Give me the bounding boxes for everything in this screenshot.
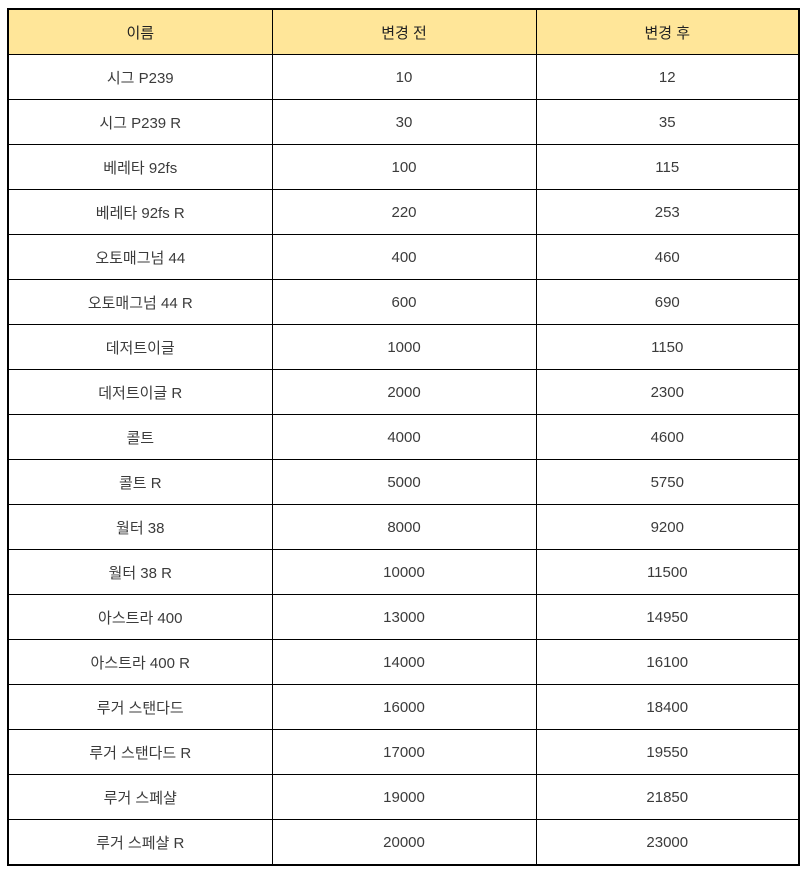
- table-row: 데저트이글 1000 1150: [7, 324, 800, 370]
- before-cell: 10000: [271, 549, 537, 595]
- before-cell: 220: [271, 189, 537, 235]
- table-row: 시그 P239 10 12: [7, 54, 800, 100]
- name-cell: 시그 P239: [7, 54, 273, 100]
- table-row: 베레타 92fs R 220 253: [7, 189, 800, 235]
- name-cell: 오토매그넘 44: [7, 234, 273, 280]
- before-cell: 30: [271, 99, 537, 145]
- after-cell: 253: [535, 189, 800, 235]
- table-row: 루거 스페샬 R 20000 23000: [7, 819, 800, 866]
- name-cell: 아스트라 400: [7, 594, 273, 640]
- after-cell: 23000: [535, 819, 800, 866]
- after-cell: 460: [535, 234, 800, 280]
- name-cell: 오토매그넘 44 R: [7, 279, 273, 325]
- table-header: 이름 변경 전 변경 후: [7, 8, 800, 55]
- after-cell: 2300: [535, 369, 800, 415]
- table-row: 월터 38 8000 9200: [7, 504, 800, 550]
- name-cell: 루거 스페샬: [7, 774, 273, 820]
- change-table: 이름 변경 전 변경 후 시그 P239 10 12 시그 P239 R 30 …: [7, 8, 800, 866]
- name-cell: 월터 38 R: [7, 549, 273, 595]
- table-row: 시그 P239 R 30 35: [7, 99, 800, 145]
- table-row: 데저트이글 R 2000 2300: [7, 369, 800, 415]
- before-cell: 8000: [271, 504, 537, 550]
- before-cell: 20000: [271, 819, 537, 866]
- after-cell: 18400: [535, 684, 800, 730]
- before-cell: 14000: [271, 639, 537, 685]
- table-row: 루거 스페샬 19000 21850: [7, 774, 800, 820]
- before-cell: 400: [271, 234, 537, 280]
- table-row: 콜트 R 5000 5750: [7, 459, 800, 505]
- header-row: 이름 변경 전 변경 후: [7, 8, 800, 55]
- after-cell: 12: [535, 54, 800, 100]
- after-cell: 35: [535, 99, 800, 145]
- after-cell: 21850: [535, 774, 800, 820]
- before-cell: 13000: [271, 594, 537, 640]
- table-body: 시그 P239 10 12 시그 P239 R 30 35 베레타 92fs 1…: [7, 54, 800, 866]
- after-cell: 16100: [535, 639, 800, 685]
- before-cell: 5000: [271, 459, 537, 505]
- name-cell: 콜트 R: [7, 459, 273, 505]
- before-cell: 2000: [271, 369, 537, 415]
- table-row: 월터 38 R 10000 11500: [7, 549, 800, 595]
- table-row: 콜트 4000 4600: [7, 414, 800, 460]
- column-header-before: 변경 전: [271, 8, 537, 55]
- before-cell: 19000: [271, 774, 537, 820]
- table-row: 루거 스탠다드 R 17000 19550: [7, 729, 800, 775]
- after-cell: 115: [535, 144, 800, 190]
- name-cell: 아스트라 400 R: [7, 639, 273, 685]
- before-cell: 100: [271, 144, 537, 190]
- table-row: 아스트라 400 13000 14950: [7, 594, 800, 640]
- after-cell: 14950: [535, 594, 800, 640]
- name-cell: 데저트이글: [7, 324, 273, 370]
- after-cell: 19550: [535, 729, 800, 775]
- name-cell: 시그 P239 R: [7, 99, 273, 145]
- after-cell: 11500: [535, 549, 800, 595]
- table-row: 아스트라 400 R 14000 16100: [7, 639, 800, 685]
- before-cell: 17000: [271, 729, 537, 775]
- table-row: 루거 스탠다드 16000 18400: [7, 684, 800, 730]
- before-cell: 600: [271, 279, 537, 325]
- name-cell: 루거 스탠다드 R: [7, 729, 273, 775]
- column-header-name: 이름: [7, 8, 273, 55]
- column-header-after: 변경 후: [535, 8, 800, 55]
- before-cell: 10: [271, 54, 537, 100]
- name-cell: 베레타 92fs: [7, 144, 273, 190]
- table-row: 오토매그넘 44 400 460: [7, 234, 800, 280]
- name-cell: 루거 스페샬 R: [7, 819, 273, 866]
- before-cell: 1000: [271, 324, 537, 370]
- name-cell: 월터 38: [7, 504, 273, 550]
- name-cell: 데저트이글 R: [7, 369, 273, 415]
- after-cell: 690: [535, 279, 800, 325]
- before-cell: 4000: [271, 414, 537, 460]
- table-row: 오토매그넘 44 R 600 690: [7, 279, 800, 325]
- name-cell: 루거 스탠다드: [7, 684, 273, 730]
- after-cell: 9200: [535, 504, 800, 550]
- name-cell: 베레타 92fs R: [7, 189, 273, 235]
- after-cell: 4600: [535, 414, 800, 460]
- before-cell: 16000: [271, 684, 537, 730]
- after-cell: 1150: [535, 324, 800, 370]
- table-row: 베레타 92fs 100 115: [7, 144, 800, 190]
- after-cell: 5750: [535, 459, 800, 505]
- name-cell: 콜트: [7, 414, 273, 460]
